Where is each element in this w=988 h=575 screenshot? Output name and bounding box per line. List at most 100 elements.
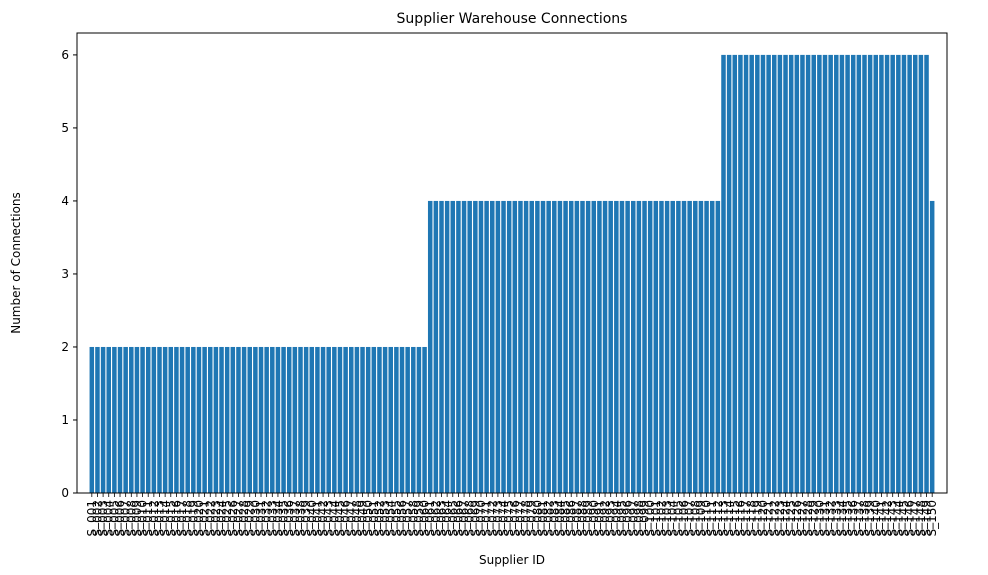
bar-S_082 xyxy=(546,200,551,493)
bar-S_140 xyxy=(873,54,879,494)
y-tick-label: 3 xyxy=(61,267,69,281)
bar-S_084 xyxy=(557,200,563,493)
bar-S_069 xyxy=(473,200,478,493)
x-tick-label: S_036 xyxy=(282,500,296,537)
bar-S_067 xyxy=(461,200,467,493)
bar-S_057 xyxy=(405,346,410,493)
bar-S_012 xyxy=(151,346,157,493)
x-tick-label: S_106 xyxy=(677,500,691,537)
bar-S_026 xyxy=(230,346,236,493)
bar-S_119 xyxy=(755,54,760,494)
x-tick-label: S_051 xyxy=(367,500,381,537)
x-tick-label: S_057 xyxy=(401,500,415,537)
x-tick-label: S_047 xyxy=(344,500,358,537)
x-tick-label: S_093 xyxy=(604,500,618,537)
x-tick-label: S_026 xyxy=(226,500,240,537)
bar-S_030 xyxy=(253,346,258,493)
bar-S_112 xyxy=(715,200,721,493)
x-tick-label: S_022 xyxy=(203,500,217,537)
bar-S_131 xyxy=(822,54,828,494)
x-tick-label: S_007 xyxy=(119,500,133,537)
x-tick-label: S_005 xyxy=(107,500,121,537)
bar-S_114 xyxy=(726,54,732,494)
x-tick-label: S_097 xyxy=(626,500,640,537)
bar-S_149 xyxy=(924,54,929,494)
bar-S_003 xyxy=(100,346,106,493)
x-tick-label: S_120 xyxy=(756,500,770,537)
x-tick-label: S_068 xyxy=(463,500,477,537)
x-tick-label: S_148 xyxy=(914,500,928,537)
x-tick-label: S_062 xyxy=(429,500,443,537)
bar-S_076 xyxy=(512,200,518,493)
x-tick-label: S_023 xyxy=(209,500,223,537)
bar-S_062 xyxy=(433,200,439,493)
bar-S_146 xyxy=(907,54,912,494)
x-tick-label: S_142 xyxy=(880,500,894,537)
x-tick-label: S_115 xyxy=(728,500,742,537)
bar-S_144 xyxy=(896,54,901,494)
bar-S_121 xyxy=(766,54,771,494)
bar-S_053 xyxy=(382,346,388,493)
x-tick-label: S_107 xyxy=(683,500,697,537)
bar-S_115 xyxy=(732,54,738,494)
x-tick-label: S_105 xyxy=(671,500,685,537)
x-tick-label: S_119 xyxy=(750,500,764,537)
x-axis-label: Supplier ID xyxy=(479,553,545,567)
x-tick-label: S_064 xyxy=(440,500,454,537)
bar-S_135 xyxy=(845,54,850,494)
x-tick-label: S_138 xyxy=(858,500,872,537)
bar-S_070 xyxy=(478,200,484,493)
bar-S_004 xyxy=(106,346,111,493)
x-tick-label: S_091 xyxy=(592,500,606,537)
x-tick-label: S_094 xyxy=(609,500,623,537)
x-tick-label: S_079 xyxy=(525,500,539,537)
bar-S_015 xyxy=(168,346,174,493)
y-tick-label: 6 xyxy=(61,48,69,62)
x-tick-label: S_083 xyxy=(547,500,561,537)
x-tick-label: S_117 xyxy=(739,500,753,537)
bar-S_021 xyxy=(202,346,207,493)
x-tick-label: S_141 xyxy=(874,500,888,537)
bar-S_008 xyxy=(129,346,134,493)
bar-S_017 xyxy=(179,346,185,493)
x-tick-label: S_049 xyxy=(356,500,370,537)
bar-S_139 xyxy=(867,54,873,494)
x-tick-label: S_124 xyxy=(779,500,793,537)
x-tick-label: S_032 xyxy=(260,500,274,537)
bar-S_092 xyxy=(602,200,608,493)
x-tick-label: S_077 xyxy=(513,500,527,537)
x-tick-label: S_111 xyxy=(705,500,719,537)
bar-S_127 xyxy=(800,54,805,494)
bar-S_061 xyxy=(427,200,433,493)
chart-title: Supplier Warehouse Connections xyxy=(397,11,628,27)
x-tick-label: S_067 xyxy=(457,500,471,537)
bar-S_035 xyxy=(281,346,286,493)
bar-S_002 xyxy=(95,346,100,493)
x-tick-label: S_042 xyxy=(316,500,330,537)
bar-S_100 xyxy=(647,200,653,493)
bar-S_059 xyxy=(416,346,422,493)
bar-S_137 xyxy=(856,54,862,494)
bar-S_019 xyxy=(191,346,196,493)
bar-S_011 xyxy=(145,346,151,493)
bar-S_052 xyxy=(377,346,382,493)
x-tick-label: S_149 xyxy=(920,500,934,537)
x-tick-label: S_137 xyxy=(852,500,866,537)
x-tick-label: S_072 xyxy=(485,500,499,537)
x-tick-label: S_121 xyxy=(762,500,776,537)
x-tick-label: S_104 xyxy=(666,500,680,537)
bar-S_043 xyxy=(326,346,331,493)
bar-S_079 xyxy=(529,200,534,493)
x-tick-label: S_088 xyxy=(576,500,590,537)
bar-S_020 xyxy=(196,346,202,493)
bar-S_083 xyxy=(552,200,557,493)
x-tick-label: S_052 xyxy=(372,500,386,537)
bar-S_136 xyxy=(850,54,856,494)
x-tick-label: S_078 xyxy=(519,500,533,537)
x-tick-label: S_012 xyxy=(147,500,161,537)
x-tick-label: S_076 xyxy=(508,500,522,537)
x-tick-label: S_074 xyxy=(497,500,511,537)
bar-S_078 xyxy=(523,200,529,493)
x-tick-label: S_128 xyxy=(801,500,815,537)
